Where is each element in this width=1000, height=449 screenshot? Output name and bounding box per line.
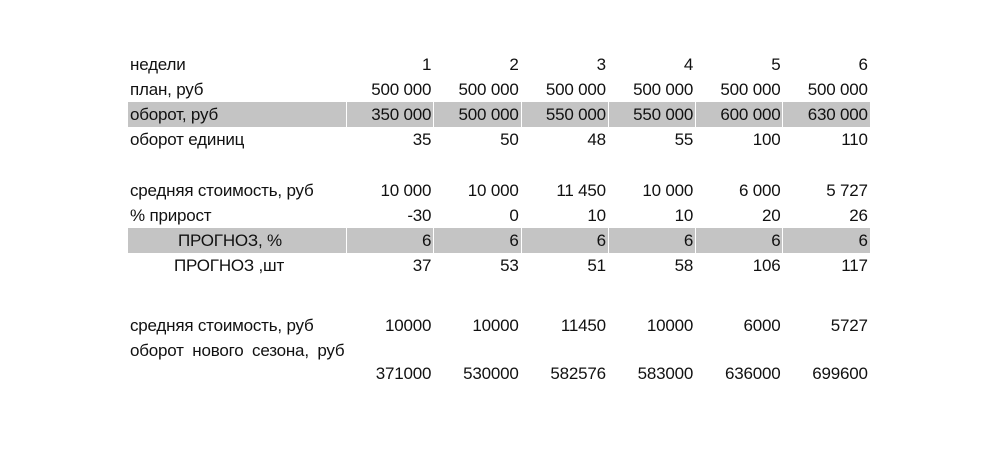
row-new-season: оборот нового сезона, руб 371000 530000 … (128, 338, 870, 386)
cell: 35 (412, 130, 432, 149)
row-label: оборот нового сезона, руб (130, 341, 345, 360)
cell: 5 (771, 55, 781, 74)
cell: 11450 (560, 316, 606, 335)
data-table: недели 1 2 3 4 5 6 план, руб 500 000 500… (128, 52, 870, 386)
cell: 350 000 (346, 102, 434, 127)
row-label: средняя стоимость, руб (130, 181, 314, 200)
cell: 10 000 (467, 181, 519, 200)
row-label: % прирост (130, 206, 212, 225)
cell: 110 (841, 130, 868, 149)
row-label: план, руб (130, 80, 204, 99)
cell: 106 (752, 256, 781, 275)
row-label: средняя стоимость, руб (130, 316, 314, 335)
cell: 500 000 (458, 80, 519, 99)
cell: 10 (674, 206, 694, 225)
cell: 26 (849, 206, 868, 225)
cell: 500 000 (807, 80, 868, 99)
cell: 6 (520, 228, 608, 253)
cell: 10000 (385, 316, 432, 335)
cell: 58 (674, 256, 694, 275)
cell: 1 (422, 55, 432, 74)
row-label: недели (130, 55, 186, 74)
cell: 500 000 (433, 102, 521, 127)
row-plan: план, руб 500 000 500 000 500 000 500 00… (128, 77, 870, 102)
row-weeks: недели 1 2 3 4 5 6 (128, 52, 870, 77)
cell: 582576 (550, 364, 606, 383)
cell: 5 727 (826, 181, 868, 200)
row-label: оборот, руб (128, 102, 346, 127)
cell: 550 000 (520, 102, 608, 127)
row-label: оборот единиц (130, 130, 245, 149)
row-avg-cost: средняя стоимость, руб 10 000 10 000 11 … (128, 178, 870, 203)
row-forecast-pcs: ПРОГНОЗ ,шт 37 53 51 58 106 117 (128, 253, 870, 278)
cell: 500 000 (545, 80, 606, 99)
cell: -30 (407, 206, 432, 225)
cell: 500 000 (633, 80, 694, 99)
cell: 53 (500, 256, 519, 275)
cell: 6000 (743, 316, 781, 335)
cell: 10 000 (380, 181, 432, 200)
cell: 6 (695, 228, 783, 253)
row-avg-cost-2: средняя стоимость, руб 10000 10000 11450… (128, 313, 870, 338)
cell: 500 000 (720, 80, 781, 99)
cell: 2 (509, 55, 519, 74)
cell: 55 (674, 130, 694, 149)
row-forecast-pct: ПРОГНОЗ, % 6 6 6 6 6 6 (128, 228, 870, 253)
cell: 530000 (463, 364, 519, 383)
cell: 600 000 (695, 102, 783, 127)
cell: 10000 (472, 316, 519, 335)
cell: 6 (858, 55, 868, 74)
cell: 6 (782, 228, 870, 253)
spacer (128, 152, 870, 178)
cell: 500 000 (371, 80, 432, 99)
row-growth: % прирост -30 0 10 10 20 26 (128, 203, 870, 228)
cell: 550 000 (607, 102, 696, 127)
cell: 10000 (646, 316, 694, 335)
cell: 100 (752, 130, 781, 149)
cell: 6 (433, 228, 521, 253)
row-label: ПРОГНОЗ, % (128, 228, 346, 253)
cell: 50 (500, 130, 519, 149)
cell: 3 (596, 55, 606, 74)
cell: 10 (587, 206, 606, 225)
cell: 699600 (812, 364, 868, 383)
cell: 0 (509, 206, 519, 225)
cell: 48 (587, 130, 606, 149)
cell: 51 (587, 256, 606, 275)
cell: 6 (346, 228, 434, 253)
cell: 583000 (637, 364, 694, 383)
cell: 636000 (724, 364, 781, 383)
cell: 117 (841, 256, 868, 275)
row-label: ПРОГНОЗ ,шт (174, 256, 285, 275)
spacer (128, 278, 870, 313)
cell: 630 000 (782, 102, 870, 127)
cell: 20 (761, 206, 781, 225)
cell: 37 (412, 256, 432, 275)
cell: 6 000 (738, 181, 781, 200)
cell: 6 (607, 228, 696, 253)
row-turnover: оборот, руб 350 000 500 000 550 000 550 … (128, 102, 870, 127)
cell: 371000 (375, 364, 432, 383)
cell: 10 000 (642, 181, 694, 200)
cell: 4 (683, 55, 694, 74)
row-units: оборот единиц 35 50 48 55 100 110 (128, 127, 870, 152)
cell: 11 450 (556, 181, 606, 200)
cell: 5727 (830, 316, 868, 335)
